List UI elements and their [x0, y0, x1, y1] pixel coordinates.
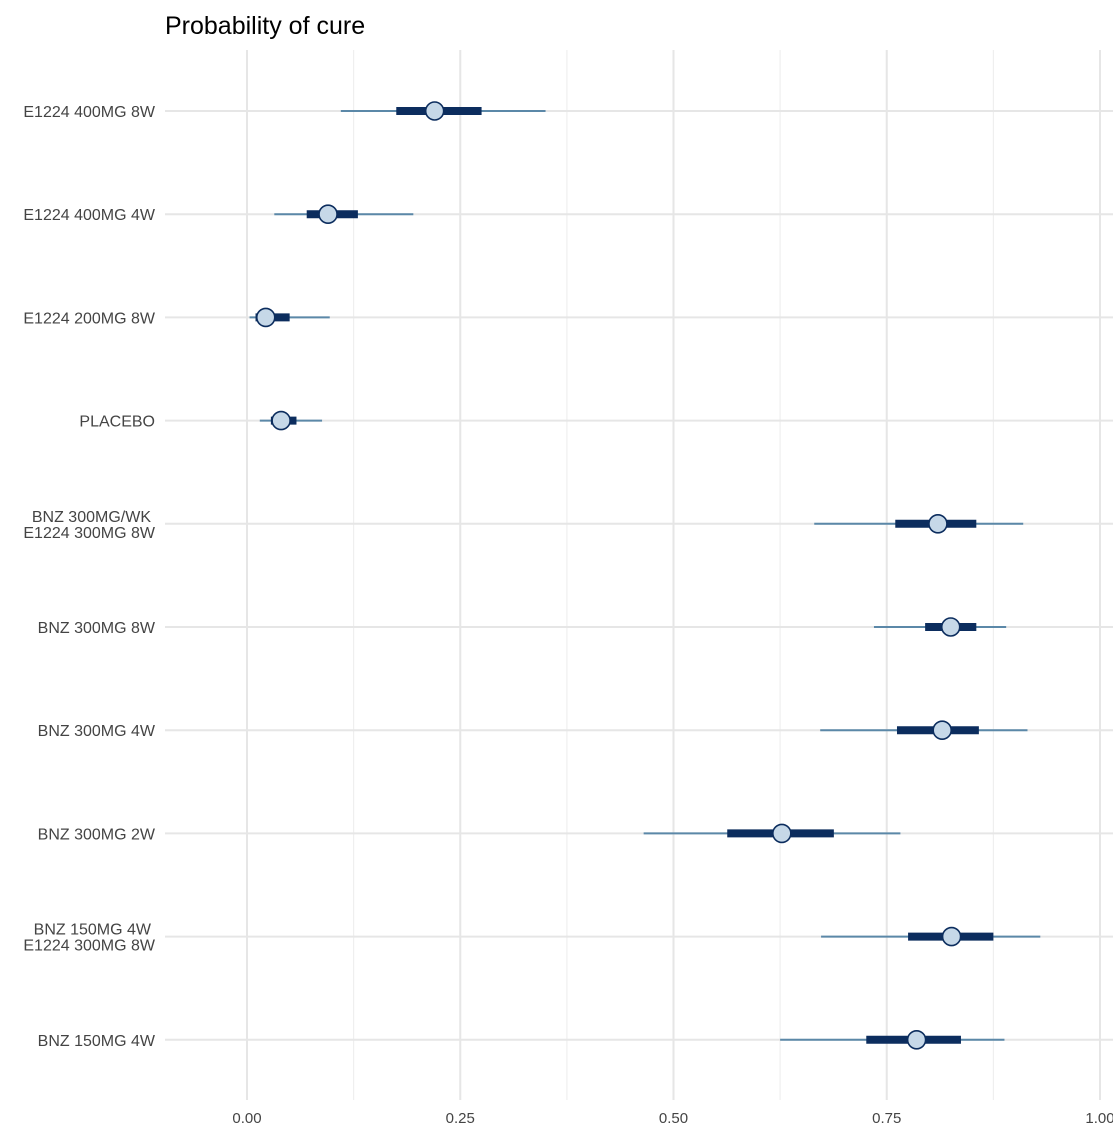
median-point	[318, 204, 338, 224]
median-point	[906, 1030, 927, 1050]
row-label: BNZ 150MG 4W	[38, 1033, 156, 1050]
row-label: PLACEBO	[79, 414, 155, 431]
forest-row: BNZ 300MG/WK E1224 300MG 8W	[23, 509, 1113, 542]
median-point	[424, 101, 445, 121]
row-label: E1224 400MG 4W	[23, 207, 156, 224]
median-point	[271, 410, 291, 431]
forest-row: BNZ 150MG 4W E1224 300MG 8W	[23, 922, 1113, 955]
minor-gridlines	[353, 50, 994, 1100]
median-point	[928, 513, 948, 534]
row-label: BNZ 300MG/WK E1224 300MG 8W	[23, 509, 156, 542]
median-point	[941, 926, 962, 947]
median-point	[255, 307, 276, 328]
forest-rows: E1224 400MG 8W E1224 400MG 4W E1224 200MG …	[23, 101, 1113, 1050]
median-point	[772, 823, 792, 844]
x-tick-label: 0.00	[232, 1110, 261, 1127]
x-axis-ticks: 0.00 0.25 0.50 0.75 1.00	[232, 1110, 1113, 1127]
row-label: BNZ 150MG 4W E1224 300MG 8W	[23, 922, 156, 955]
row-label: E1224 400MG 8W	[23, 104, 156, 121]
forest-row: BNZ 300MG 2W	[38, 823, 1113, 844]
forest-row: E1224 400MG 8W	[23, 101, 1113, 121]
x-tick-label: 0.75	[872, 1110, 901, 1127]
forest-row: BNZ 300MG 4W	[38, 720, 1113, 741]
row-label: BNZ 300MG 8W	[38, 620, 156, 637]
major-gridlines	[246, 50, 1101, 1100]
chart-title: Probability of cure	[165, 12, 365, 40]
x-tick-label: 0.50	[659, 1110, 688, 1127]
forest-row: BNZ 300MG 8W	[38, 617, 1113, 637]
forest-row: E1224 400MG 4W	[23, 204, 1113, 224]
row-label: BNZ 300MG 4W	[38, 723, 156, 740]
row-label: BNZ 300MG 2W	[38, 826, 156, 843]
median-point	[940, 617, 961, 637]
x-tick-label: 1.00	[1085, 1110, 1113, 1127]
x-tick-label: 0.25	[446, 1110, 475, 1127]
forest-row: PLACEBO	[79, 410, 1113, 431]
median-point	[932, 720, 952, 741]
forest-row: E1224 200MG 8W	[23, 307, 1113, 328]
row-label: E1224 200MG 8W	[23, 310, 156, 327]
forest-row: BNZ 150MG 4W	[38, 1030, 1113, 1050]
